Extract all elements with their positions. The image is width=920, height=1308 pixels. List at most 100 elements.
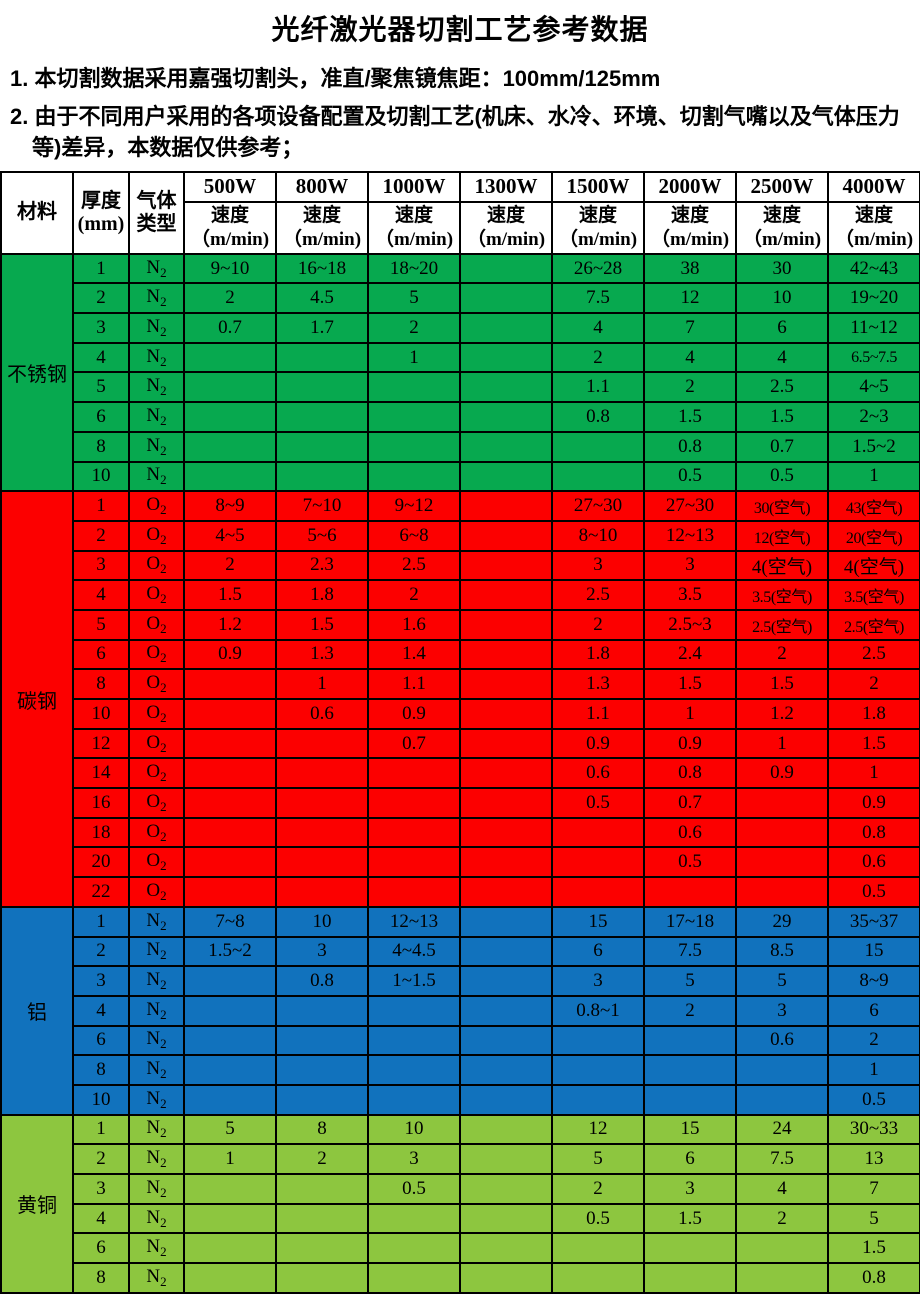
speed-cell: 7: [643, 312, 737, 344]
material-cell-aluminum: 铝: [0, 905, 74, 1116]
speed-cell: [183, 1202, 277, 1235]
thickness-cell: 4: [72, 994, 130, 1027]
speed-cell: [367, 1024, 461, 1057]
speed-cell: 6.5~7.5: [827, 341, 920, 374]
speed-cell: [459, 1024, 553, 1057]
speed-cell: 1.6: [367, 608, 461, 641]
speed-cell: [183, 371, 277, 404]
gas-cell: O2: [128, 846, 185, 879]
gas-cell: O2: [128, 549, 185, 582]
speed-cell: [275, 787, 369, 819]
speed-cell: [735, 1054, 829, 1086]
speed-cell: 0.9: [183, 638, 277, 671]
table-row: 22 O2 0.5: [1, 876, 920, 908]
speed-cell: [551, 460, 645, 493]
gas-cell: N2: [128, 312, 185, 344]
gas-cell: O2: [128, 519, 185, 552]
speed-cell: 30~33: [827, 1113, 920, 1146]
speed-cell: [367, 1054, 461, 1086]
speed-cell: 9~12: [367, 490, 461, 522]
table-row: 2 N2 1.5~2 3 4~4.5 6 7.5 8.5 15: [1, 935, 920, 968]
speed-cell: 2.5: [827, 638, 920, 671]
header-power-500w: 500W: [183, 170, 277, 203]
speed-cell: 7.5: [643, 935, 737, 968]
speed-cell: 3: [643, 1173, 737, 1205]
speed-cell: [459, 430, 553, 463]
speed-cell: [459, 371, 553, 404]
gas-cell: O2: [128, 727, 185, 760]
header-thickness: 厚度 (mm): [72, 170, 130, 255]
speed-cell: 5: [551, 1143, 645, 1176]
speed-cell: [183, 401, 277, 433]
gas-cell: O2: [128, 787, 185, 819]
speed-cell: 1: [827, 460, 920, 493]
speed-cell: 1.8: [827, 698, 920, 730]
speed-cell: 1.7: [275, 312, 369, 344]
speed-cell: [275, 1054, 369, 1086]
speed-cell: 0.8~1: [551, 994, 645, 1027]
speed-cell: 19~20: [827, 282, 920, 315]
thickness-cell: 8: [72, 1054, 130, 1086]
thickness-cell: 8: [72, 430, 130, 463]
speed-cell: 7.5: [551, 282, 645, 315]
speed-cell: [459, 312, 553, 344]
speed-cell: [183, 1173, 277, 1205]
speed-cell: 1.2: [183, 608, 277, 641]
speed-cell: 1.1: [551, 371, 645, 404]
speed-cell: 2: [735, 1202, 829, 1235]
table-row: 3 O2 2 2.3 2.5 3 3 4(空气) 4(空气): [1, 549, 920, 582]
speed-cell: 1.1: [367, 668, 461, 701]
gas-cell: N2: [128, 1083, 185, 1116]
speed-cell: 12: [643, 282, 737, 315]
speed-cell: [735, 1083, 829, 1116]
speed-cell: [551, 1262, 645, 1294]
speed-cell: 2: [551, 341, 645, 374]
speed-cell: 8.5: [735, 935, 829, 968]
speed-cell: 0.9: [643, 727, 737, 760]
table-row: 10 N2 0.5: [1, 1083, 920, 1116]
speed-cell: 0.8: [275, 965, 369, 997]
speed-cell: 0.7: [183, 312, 277, 344]
speed-cell: 5: [735, 965, 829, 997]
speed-cell: [459, 1083, 553, 1116]
speed-cell: 2: [367, 312, 461, 344]
speed-cell: 1.3: [275, 638, 369, 671]
speed-cell: 1: [275, 668, 369, 701]
speed-cell: 2: [367, 579, 461, 611]
speed-cell: 1.5: [643, 401, 737, 433]
speed-cell: 12(空气): [735, 519, 829, 552]
speed-cell: [459, 460, 553, 493]
speed-cell: 0.6: [643, 816, 737, 849]
speed-cell: [459, 846, 553, 879]
speed-cell: 15: [643, 1113, 737, 1146]
speed-cell: 0.9: [367, 698, 461, 730]
speed-cell: 6: [735, 312, 829, 344]
gas-cell: N2: [128, 252, 185, 285]
speed-cell: 2.5: [551, 579, 645, 611]
table-row: 3 N2 0.7 1.7 2 4 7 6 11~12: [1, 312, 920, 344]
speed-cell: 29: [735, 905, 829, 938]
speed-cell: 12~13: [367, 905, 461, 938]
speed-cell: 2: [551, 608, 645, 641]
speed-cell: [367, 460, 461, 493]
header-row-speed: 速度 （m/min) 速度 （m/min) 速度 （m/min) 速度 （m/min)…: [1, 200, 920, 255]
speed-cell: 3.5(空气): [827, 579, 920, 611]
speed-cell: [551, 1054, 645, 1086]
speed-cell: [459, 876, 553, 908]
speed-cell: 4~5: [183, 519, 277, 552]
speed-cell: 6~8: [367, 519, 461, 552]
table-row: 8 O2 1 1.1 1.3 1.5 1.5 2: [1, 668, 920, 701]
speed-cell: [275, 460, 369, 493]
speed-cell: 1: [735, 727, 829, 760]
thickness-cell: 4: [72, 341, 130, 374]
speed-cell: 0.5: [367, 1173, 461, 1205]
thickness-cell: 8: [72, 1262, 130, 1294]
thickness-cell: 5: [72, 371, 130, 404]
speed-cell: 5~6: [275, 519, 369, 552]
speed-cell: 43(空气): [827, 490, 920, 522]
speed-cell: 2.5: [367, 549, 461, 582]
speed-cell: [367, 846, 461, 879]
thickness-cell: 6: [72, 401, 130, 433]
speed-cell: 5: [827, 1202, 920, 1235]
speed-cell: 0.8: [827, 816, 920, 849]
